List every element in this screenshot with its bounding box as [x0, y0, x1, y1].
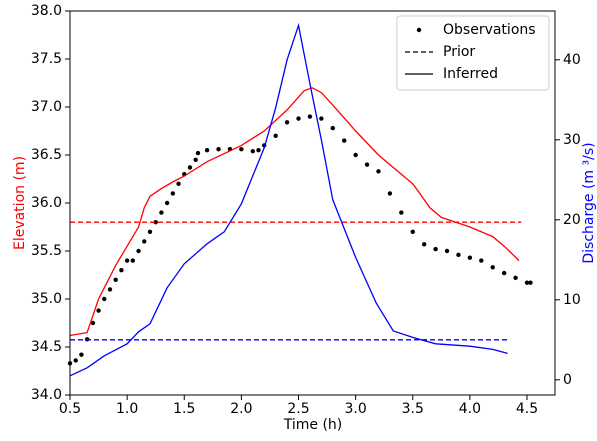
x-tick-label: 3.0: [344, 401, 366, 417]
observation-dot: [124, 258, 130, 263]
legend-label: Prior: [443, 44, 475, 60]
observation-dot: [130, 258, 136, 263]
x-tick-label: 2.5: [287, 401, 309, 417]
y-tick-label: 36.0: [31, 195, 62, 211]
y-axis-label: Elevation (m): [12, 156, 28, 250]
observation-dot: [433, 246, 438, 252]
y2-tick-label: 10: [563, 292, 581, 308]
legend-label: Inferred: [443, 66, 498, 82]
y-tick-label: 36.5: [31, 147, 62, 163]
observation-dot: [479, 258, 484, 263]
observation-dot: [136, 248, 141, 254]
observation-dot: [195, 150, 201, 156]
observation-dot: [90, 320, 96, 326]
x-tick-label: 3.5: [402, 401, 424, 417]
legend-label: Observations: [443, 22, 536, 38]
observation-dot: [444, 248, 450, 254]
observation-dot: [176, 181, 181, 186]
observation-dot: [524, 280, 530, 285]
observation-dot: [256, 148, 261, 153]
observation-dot: [107, 287, 113, 292]
inferred-line: [69, 22, 508, 377]
y-tick-label: 37.0: [31, 99, 62, 115]
plot-frame: [69, 10, 556, 396]
observation-dot: [376, 169, 381, 174]
y2-tick-label: 40: [563, 52, 581, 68]
y2-axis-label: Discharge (m ³/s): [581, 142, 597, 263]
observation-dot: [79, 352, 84, 357]
observation-dot: [170, 191, 176, 196]
y-tick-label: 34.0: [31, 387, 62, 403]
observation-dot: [513, 275, 518, 281]
observation-dot: [330, 125, 335, 131]
observation-dot: [387, 191, 393, 196]
y-tick-label: 37.5: [31, 51, 62, 67]
y-tick-label: 34.5: [31, 339, 62, 355]
y2-tick-label: 30: [563, 132, 581, 148]
y-tick-label: 38.0: [31, 3, 62, 19]
observation-dot: [73, 358, 78, 363]
x-tick-label: 4.5: [516, 401, 538, 417]
y2-tick-label: 0: [563, 372, 572, 388]
observation-dot: [501, 270, 507, 276]
observation-dot: [119, 268, 124, 273]
y-tick-label: 35.5: [31, 243, 62, 259]
x-tick-label: 1.5: [173, 401, 195, 417]
observation-dot: [250, 148, 256, 154]
observation-dot: [96, 308, 101, 313]
observation-dot: [399, 210, 404, 215]
y-tick-label: 35.0: [31, 291, 62, 307]
observation-dot: [342, 138, 347, 143]
observation-dot: [273, 133, 278, 138]
observation-dot: [164, 200, 170, 206]
observation-dot: [421, 242, 427, 247]
x-tick-label: 0.5: [59, 401, 81, 417]
observation-dot: [187, 165, 193, 170]
observation-dot: [410, 229, 415, 234]
legend-box: [396, 15, 550, 91]
observation-dot: [456, 252, 461, 258]
observation-dot: [284, 120, 290, 125]
observation-dot: [204, 148, 210, 153]
observation-dot: [142, 239, 147, 244]
observation-dot: [193, 157, 198, 162]
observation-dot: [153, 220, 158, 225]
observation-dot: [216, 147, 221, 152]
observation-dot: [364, 162, 370, 167]
observation-dot: [353, 152, 358, 158]
observation-dot: [102, 296, 107, 302]
observation-dot: [467, 255, 473, 260]
observation-dot: [307, 114, 313, 119]
observation-dot: [113, 277, 118, 282]
x-tick-label: 1.0: [116, 401, 138, 417]
x-tick-label: 4.0: [459, 401, 481, 417]
observation-dot: [490, 265, 495, 270]
y2-tick-label: 20: [563, 212, 581, 228]
observation-dot: [147, 229, 153, 234]
observation-dot: [239, 147, 244, 152]
observation-dot: [296, 116, 301, 121]
observation-dot: [319, 116, 324, 121]
legend-marker: [416, 27, 422, 33]
observation-dot: [159, 210, 164, 215]
x-axis-label: Time (h): [283, 417, 343, 433]
inferred-line: [69, 87, 520, 337]
x-tick-label: 2.0: [230, 401, 252, 417]
observation-dot: [528, 280, 533, 285]
